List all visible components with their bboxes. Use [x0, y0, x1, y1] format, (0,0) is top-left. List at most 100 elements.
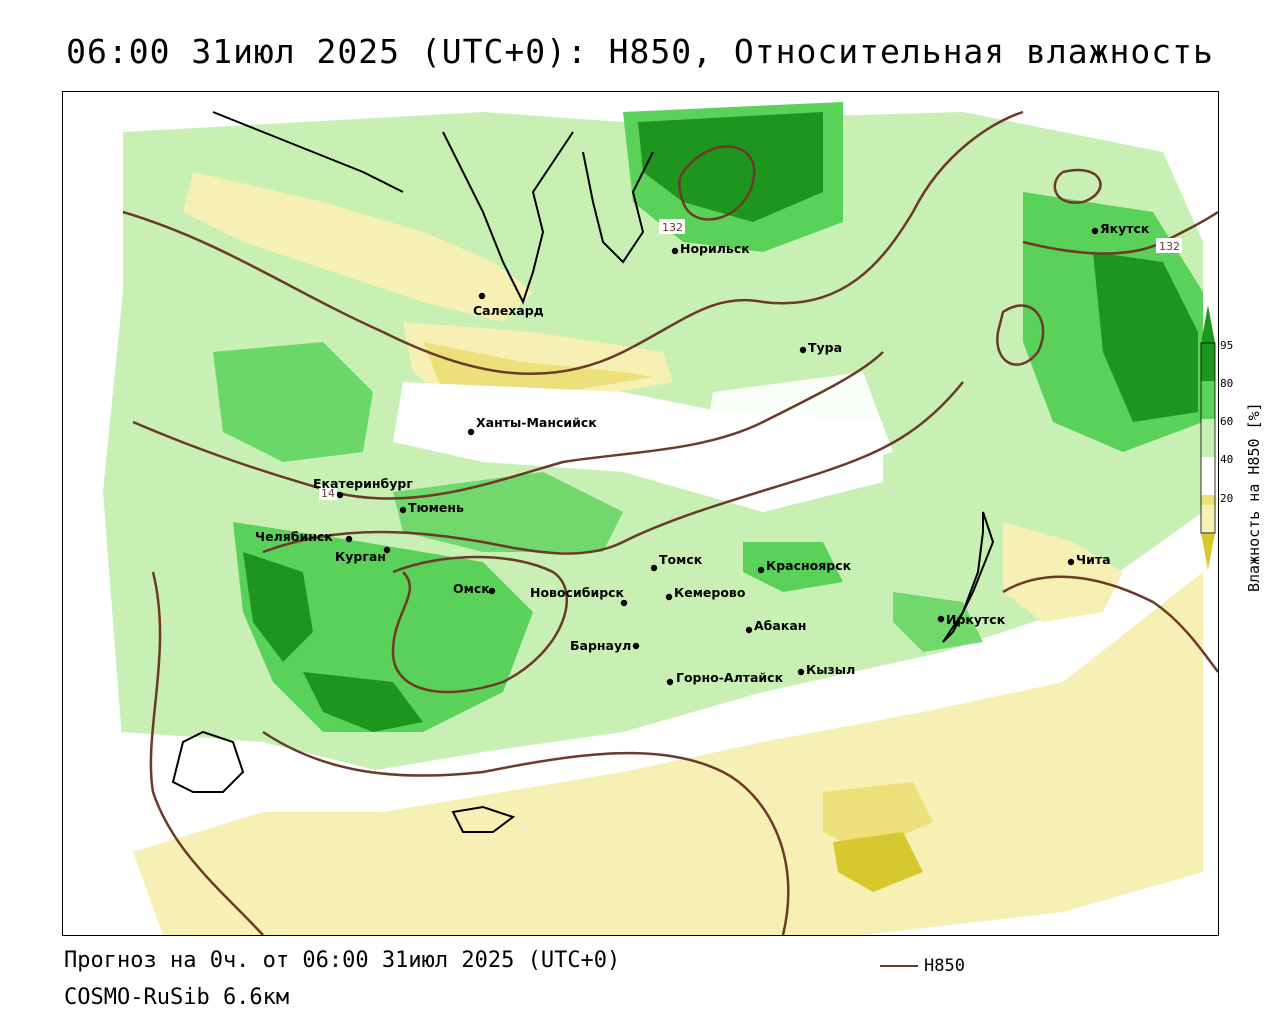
very-dry-spot-mongolia — [833, 832, 923, 892]
colorbar-tick: 40 — [1220, 453, 1233, 466]
forecast-line: Прогноз на 0ч. от 06:00 31июл 2025 (UTC+… — [64, 948, 621, 973]
city-dot — [1091, 227, 1099, 235]
coastline-kara — [212, 111, 404, 193]
wet-area-krasnoyarsk — [743, 542, 843, 592]
city-label: Тура — [808, 340, 842, 355]
city-dot — [937, 615, 945, 623]
city-label: Новосибирск — [530, 585, 625, 600]
city-dot — [1067, 558, 1075, 566]
city-label: Челябинск — [255, 529, 333, 544]
contour-line — [262, 381, 964, 555]
city-label: Екатеринбург — [313, 476, 413, 491]
city-dot — [665, 593, 673, 601]
contour-value-label: 14 — [321, 487, 335, 500]
city-dot — [620, 599, 628, 607]
colorbar-segment — [1201, 457, 1215, 495]
city-dot — [467, 428, 475, 436]
contour-line — [149, 571, 264, 935]
city-label: Курган — [335, 549, 386, 564]
contour-line — [391, 555, 569, 694]
city-dot — [632, 642, 640, 650]
humidity-fill — [63, 102, 1203, 935]
contour-labels: 132 132 14 — [319, 219, 1182, 500]
city-label: Абакан — [754, 618, 806, 633]
city-dot — [671, 247, 679, 255]
city-label: Норильск — [680, 241, 750, 256]
city-dot — [650, 564, 658, 572]
model-line: COSMO-RuSib 6.6км — [64, 985, 290, 1010]
contour-legend-label: H850 — [924, 956, 965, 976]
contour-line — [996, 304, 1045, 366]
city-label: Кызыл — [806, 662, 855, 677]
colorbar-segment — [1201, 381, 1215, 419]
humidity-colorbar: 95 80 60 40 20 — [1196, 305, 1256, 595]
coastline-yamal — [442, 131, 574, 305]
contour-line — [132, 351, 884, 500]
very-wet-area-yakutsk — [1093, 252, 1198, 422]
very-wet-area-kurgan — [243, 552, 313, 662]
colorbar-tick: 60 — [1220, 415, 1233, 428]
city-dot — [797, 668, 805, 676]
city-label: Тюмень — [408, 500, 464, 515]
contour-line — [1002, 575, 1218, 673]
map-title: 06:00 31июл 2025 (UTC+0): H850, Относите… — [66, 32, 1214, 71]
contour-line — [1022, 210, 1218, 255]
city-dot — [336, 491, 344, 499]
dry-area-chita — [1003, 522, 1123, 622]
colorbar-tick: 95 — [1220, 339, 1233, 352]
map-svg: 132 132 14 Норильск Якутск Салехард Тура… — [63, 102, 1218, 935]
colorbar-segment — [1201, 419, 1215, 457]
contour-line — [122, 110, 1024, 375]
city-dot — [757, 566, 765, 574]
city-dot — [478, 292, 486, 300]
coastline-gydan — [582, 151, 654, 264]
city-label: Томск — [659, 552, 703, 567]
city-dot — [399, 506, 407, 514]
dry-area-yamal — [183, 172, 533, 322]
wet-area-ural — [213, 342, 373, 462]
city-dot — [666, 678, 674, 686]
contour-legend-swatch — [880, 965, 918, 967]
wet-area-irkutsk — [893, 592, 983, 652]
h850-contours — [122, 110, 1218, 935]
city-label: Горно-Алтайск — [676, 670, 784, 685]
contour-line — [1053, 168, 1102, 204]
city-label: Чита — [1076, 552, 1111, 567]
colorbar-title: Влажность на H850 [%] — [1245, 402, 1263, 592]
city-dot — [345, 535, 353, 543]
city-dot — [383, 546, 391, 554]
colorbar-bottom-arrow — [1201, 533, 1215, 570]
contour-value-label: 132 — [1159, 240, 1180, 253]
city-label: Барнаул — [570, 638, 631, 653]
white-gap-east — [703, 372, 893, 492]
city-label: Иркутск — [946, 612, 1006, 627]
colorbar-top-arrow — [1201, 305, 1215, 343]
aral-coast — [451, 805, 516, 833]
city-label: Красноярск — [766, 558, 852, 573]
city-label: Якутск — [1100, 221, 1150, 236]
city-dot — [488, 587, 496, 595]
map-frame: 132 132 14 Норильск Якутск Салехард Тура… — [62, 91, 1219, 936]
city-label: Ханты-Мансийск — [476, 415, 597, 430]
city-label: Омск — [453, 581, 490, 596]
very-wet-area-norilsk — [638, 112, 823, 222]
very-wet-area-omsk — [303, 672, 423, 732]
city-label: Салехард — [473, 303, 544, 318]
city-dot — [745, 626, 753, 634]
caspian-coast — [171, 730, 245, 793]
contour-line — [678, 145, 756, 221]
coastlines — [171, 111, 995, 833]
contour-legend: H850 — [880, 956, 965, 976]
city-dot — [799, 346, 807, 354]
lake-baikal — [942, 511, 995, 643]
colorbar-segment — [1201, 495, 1215, 505]
contour-line — [262, 730, 790, 935]
dry-area-mongolia — [823, 782, 933, 852]
colorbar-tick: 20 — [1220, 492, 1233, 505]
colorbar-segment — [1201, 343, 1215, 381]
dry-area-south — [133, 572, 1203, 935]
city-markers: Норильск Якутск Салехард Тура Ханты-Манс… — [255, 221, 1150, 686]
city-label: Кемерово — [674, 585, 746, 600]
contour-value-label: 132 — [662, 221, 683, 234]
colorbar-tick: 80 — [1220, 377, 1233, 390]
